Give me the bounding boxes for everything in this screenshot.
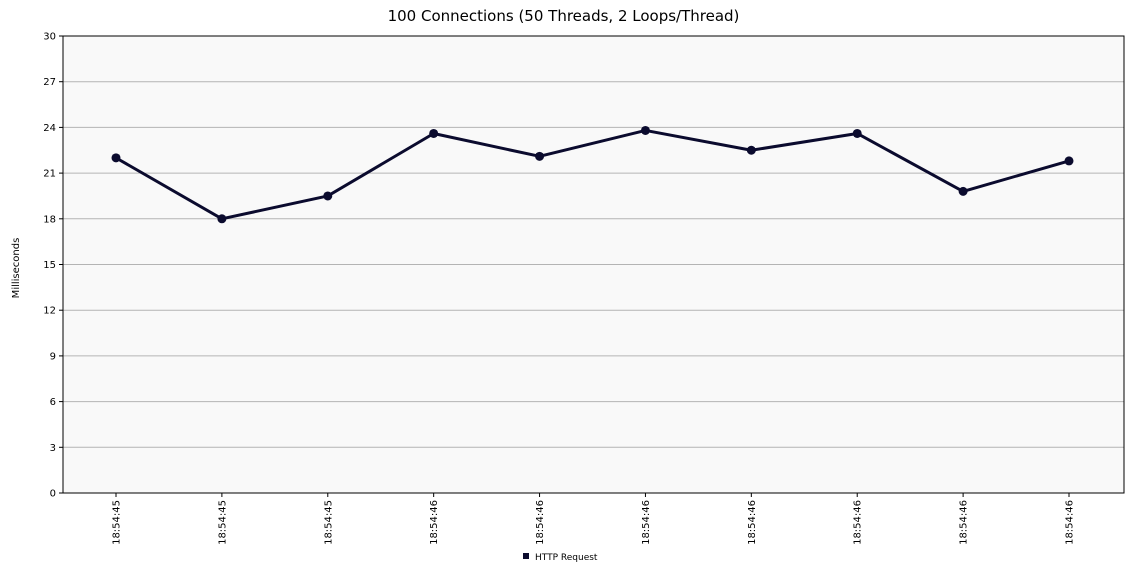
y-tick-label: 3	[50, 443, 56, 454]
y-tick-label: 30	[43, 32, 56, 43]
x-tick-label: 18:54:46	[747, 500, 758, 545]
y-axis-label: Milliseconds	[11, 238, 22, 299]
plot-border	[62, 35, 1125, 494]
legend-swatch	[523, 553, 529, 559]
data-point	[852, 128, 862, 138]
y-tick-label: 0	[50, 489, 56, 500]
data-point	[640, 125, 650, 135]
series-line	[114, 128, 1071, 221]
x-tick-label: 18:54:45	[217, 500, 228, 545]
y-tick-label: 6	[50, 397, 56, 408]
x-tick-label: 18:54:45	[112, 500, 123, 545]
x-axis-tick-labels: 18:54:45 18:54:45 18:54:45 18:54:46 18:54:46…	[112, 500, 1076, 545]
x-tick-label: 18:54:46	[959, 500, 970, 545]
data-point	[217, 214, 227, 224]
data-point	[746, 145, 756, 155]
data-point	[535, 151, 545, 161]
y-tick-label: 21	[43, 169, 56, 180]
data-point	[429, 128, 439, 138]
gridlines	[59, 35, 1124, 497]
y-tick-label: 15	[43, 260, 56, 271]
x-tick-label: 18:54:46	[429, 500, 440, 545]
y-tick-label: 24	[43, 123, 56, 134]
y-tick-label: 12	[43, 306, 56, 317]
x-tick-label: 18:54:46	[1065, 500, 1076, 545]
chart-title: 100 Connections (50 Threads, 2 Loops/Thr…	[388, 7, 740, 25]
x-tick-label: 18:54:46	[535, 500, 546, 545]
y-tick-label: 9	[50, 351, 56, 362]
x-tick-label: 18:54:46	[641, 500, 652, 545]
data-point	[958, 186, 968, 196]
y-tick-label: 27	[43, 77, 56, 88]
data-point	[1064, 156, 1074, 166]
data-point	[111, 153, 121, 163]
x-tick-label: 18:54:45	[323, 500, 334, 545]
legend-label: HTTP Request	[535, 553, 598, 563]
legend: HTTP Request	[523, 553, 598, 563]
y-tick-label: 18	[43, 214, 56, 225]
series-layer	[111, 125, 1074, 224]
x-tick-label: 18:54:46	[853, 500, 864, 545]
y-axis-tick-labels: 0 3 6 9 12 15 18 21 24 27 30	[43, 32, 56, 500]
data-point	[323, 191, 333, 201]
